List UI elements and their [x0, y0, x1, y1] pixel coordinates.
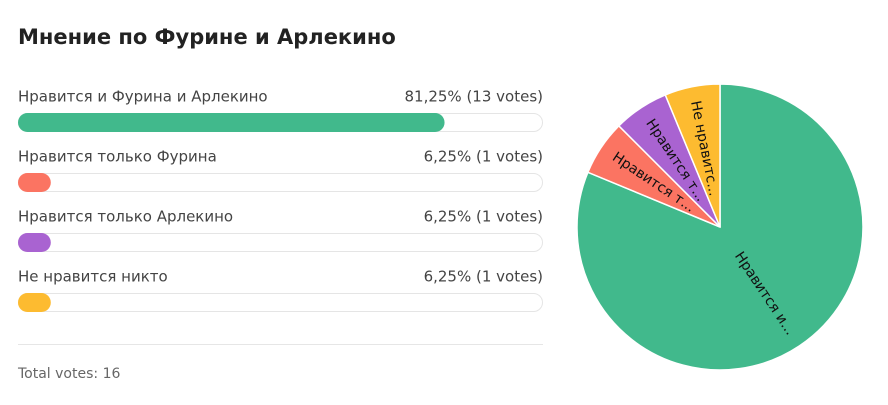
bar-track: [18, 233, 543, 252]
total-value: 16: [103, 366, 121, 382]
option-label: Нравится только Арлекино: [18, 208, 233, 226]
option-label: Нравится и Фурина и Арлекино: [18, 88, 268, 106]
bar: [18, 113, 445, 132]
option-result: 6,25% (1 votes): [424, 148, 543, 166]
total-votes: Total votes: 16: [17, 366, 120, 382]
bar: [18, 173, 51, 192]
bar-track: [18, 293, 543, 312]
bar: [18, 233, 51, 252]
bar-track: [18, 173, 543, 192]
option-label: Не нравится никто: [18, 268, 168, 286]
option-result: 81,25% (13 votes): [404, 88, 543, 106]
option-label: Нравится только Фурина: [18, 148, 217, 166]
bar: [18, 293, 51, 312]
poll-title: Мнение по Фурине и Арлекино: [18, 25, 396, 49]
pie-slice: [664, 83, 721, 228]
option-result: 6,25% (1 votes): [424, 208, 543, 226]
option-result: 6,25% (1 votes): [424, 268, 543, 286]
total-label: Total votes:: [17, 366, 98, 382]
